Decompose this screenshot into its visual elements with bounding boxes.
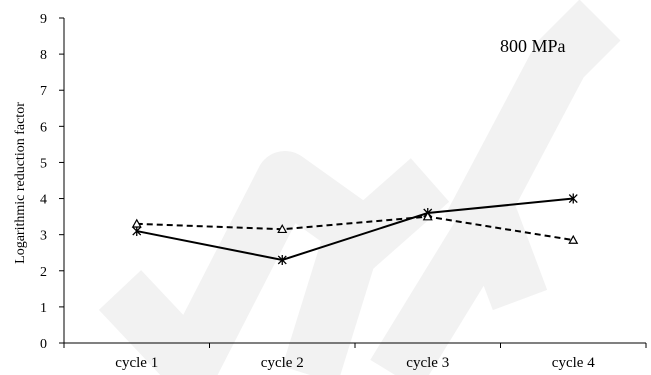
y-tick-label: 0 <box>40 337 47 352</box>
series-line <box>136 197 574 261</box>
triangle-marker <box>422 211 433 221</box>
y-tick-label: 4 <box>40 193 47 208</box>
y-tick-label: 6 <box>40 120 47 135</box>
x-axis-ticks: cycle 1 cycle 2 cycle 3 cycle 4 <box>63 343 647 371</box>
series-layer <box>131 193 579 265</box>
series-dashed <box>131 211 579 244</box>
watermark-stroke <box>370 191 548 375</box>
watermark <box>98 0 621 375</box>
triangle-marker <box>131 218 142 228</box>
x-tick-label: cycle 1 <box>115 355 158 371</box>
star-marker <box>132 226 142 237</box>
y-tick-label: 5 <box>40 156 47 171</box>
watermark-stroke <box>444 0 621 244</box>
y-tick-label: 2 <box>40 265 47 280</box>
y-tick-label: 3 <box>40 229 47 244</box>
triangle-marker <box>277 224 288 234</box>
watermark-stroke <box>159 151 384 375</box>
y-tick-label: 1 <box>40 301 47 316</box>
series-solid <box>132 193 578 265</box>
x-tick-label: cycle 4 <box>552 355 595 371</box>
star-marker <box>277 254 287 265</box>
triangle-marker <box>568 234 579 244</box>
y-axis-label: Logarithmic reduction factor <box>13 102 28 264</box>
series-line <box>136 215 574 242</box>
star-marker <box>568 193 578 204</box>
chart-annotation: 800 MPa <box>500 36 566 56</box>
y-tick-label: 9 <box>40 12 47 27</box>
y-axis-ticks: 0 1 2 3 4 5 6 7 8 9 <box>40 12 64 352</box>
watermark-stroke <box>325 158 450 277</box>
x-tick-label: cycle 2 <box>261 355 304 371</box>
x-tick-label: cycle 3 <box>406 355 449 371</box>
y-tick-label: 7 <box>40 84 47 99</box>
y-tick-label: 8 <box>40 48 47 63</box>
